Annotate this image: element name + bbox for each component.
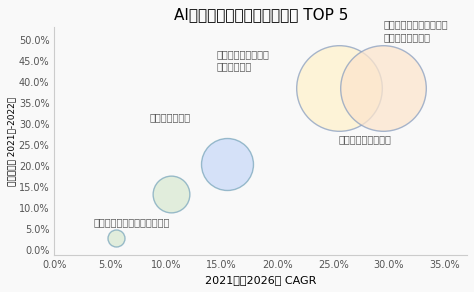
Y-axis label: 国複成長率 2021年-2022年: 国複成長率 2021年-2022年 — [7, 96, 16, 185]
Text: 金融：詐欺分析調査: 金融：詐欺分析調査 — [339, 135, 392, 145]
Text: 流通：拡張現実顧客サービス: 流通：拡張現実顧客サービス — [93, 217, 170, 227]
Point — [168, 191, 175, 196]
Point — [335, 86, 343, 91]
Text: 製造：品質管理: 製造：品質管理 — [149, 112, 190, 122]
Title: AIシステム市場ユースケース TOP 5: AIシステム市場ユースケース TOP 5 — [173, 7, 348, 22]
Point — [380, 86, 387, 91]
Text: 流通：スマートビジネス
オートメーション: 流通：スマートビジネス オートメーション — [383, 20, 448, 42]
X-axis label: 2021年－2026年 CAGR: 2021年－2026年 CAGR — [205, 275, 316, 285]
Point — [223, 162, 231, 166]
Text: 流通：エキスパート
ショッピング: 流通：エキスパート ショッピング — [216, 49, 269, 72]
Point — [112, 235, 119, 240]
